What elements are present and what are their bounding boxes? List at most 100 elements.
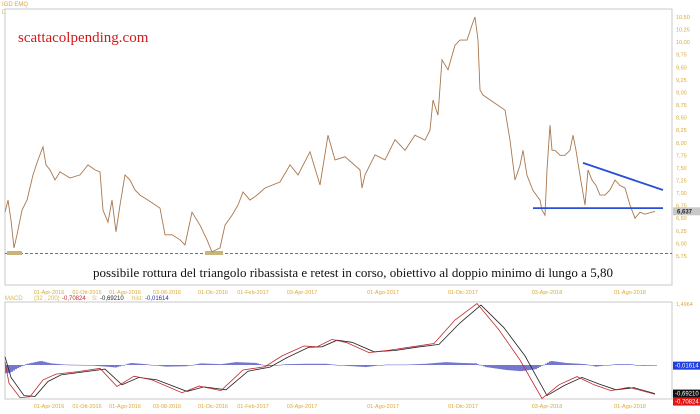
histogram-bar [451,362,453,365]
histogram-bar [473,363,475,365]
histogram-bar [83,364,85,366]
histogram-bar [173,365,175,367]
histogram-bar [467,363,469,365]
histogram-bar [143,364,145,365]
histogram-bar [357,365,359,367]
y-tick-label: 7,00 [676,191,687,197]
annotation-text: possibile rottura del triangolo ribassis… [93,265,613,280]
histogram-bar [355,365,357,367]
histogram-bar [403,364,405,366]
histogram-bar [187,365,189,366]
y-tick-label: 6,25 [676,229,687,235]
histogram-bar [241,362,243,365]
x-tick-label: 03-Apr-2017 [287,404,318,410]
x-tick-label: 01-Ago-2018 [614,290,646,296]
histogram-bar [431,363,433,365]
histogram-bar [343,365,345,366]
low-marker [7,251,22,255]
histogram-bar [151,364,153,366]
macd-value-box [673,361,700,370]
histogram-bar [533,365,535,370]
histogram-bar [163,365,165,367]
histogram-bar [39,361,41,365]
x-tick-label: 01-Dic-2017 [448,290,478,296]
histogram-bar [543,364,545,366]
y-tick-label: 8,50 [676,116,687,122]
price-line [4,16,656,253]
histogram-bar [581,363,583,365]
histogram-bar [607,365,609,366]
histogram-bar [583,364,585,365]
histogram-bar [203,363,205,365]
x-tick-label: 03-08-2016 [153,290,181,296]
histogram-bar [135,363,137,365]
y-tick-label: 9,25 [676,78,687,84]
histogram-bar [629,364,631,365]
histogram-bar [489,365,491,368]
histogram-bar [77,364,79,366]
histogram-bar [309,363,311,365]
histogram-bar [601,365,603,366]
histogram-bar [31,362,33,365]
histogram-bar [573,363,575,365]
histogram-bar [613,364,615,366]
histogram-bar [159,365,161,366]
histogram-bar [301,363,303,365]
y-tick-label: 9,00 [676,90,687,96]
histogram-bar [17,365,19,369]
histogram-bar [621,364,623,365]
histogram-bar [263,365,265,366]
histogram-bar [165,365,167,367]
histogram-bar [503,365,505,370]
histogram-bar [43,361,45,365]
histogram-bar [623,364,625,365]
macd-panel [4,301,673,400]
x-tick-label: 03-Apr-2018 [532,290,563,296]
histogram-bar [33,362,35,365]
histogram-bar [407,364,409,366]
histogram-bar [625,364,627,365]
histogram-bar [89,365,91,366]
histogram-bar [291,364,293,365]
histogram-bar [589,365,591,366]
histogram-bar [555,361,557,365]
histogram-bar [479,364,481,366]
x-tick-label: 01-Ago-2018 [614,404,646,410]
histogram-bar [365,365,367,368]
signal-value: -0,69210 [100,296,124,302]
histogram-bar [303,363,305,365]
histogram-bar [213,363,215,365]
histogram-bar [69,364,71,366]
histogram-bar [575,363,577,365]
histogram-bar [615,364,617,365]
histogram-bar [611,364,613,366]
histogram-bar [113,365,115,368]
histogram-bar [155,365,157,366]
histogram-bar [385,364,387,366]
x-tick-label: 01-Apr-2016 [34,290,65,296]
histogram-bar [515,365,517,371]
histogram-bar [421,363,423,365]
histogram-bar [73,364,75,366]
histogram-bar [501,365,503,370]
histogram-bar [445,362,447,365]
x-tick-label: 01-Ago-2016 [109,290,141,296]
histogram-bar [655,365,657,366]
histogram-bar [261,364,263,366]
histogram-bar [643,365,645,366]
histogram-bar [323,363,325,365]
histogram-bar [335,364,337,366]
histogram-bar [631,364,633,365]
histogram-bar [219,364,221,365]
x-tick-label: 01-Ago-2016 [109,404,141,410]
histogram-bar [517,365,519,371]
histogram-bar [193,364,195,366]
histogram-bar [345,365,347,366]
histogram-bar [567,363,569,365]
histogram-bar [71,364,73,366]
histogram-bar [311,363,313,365]
histogram-bar [267,365,269,367]
histogram-bar [651,365,653,366]
histogram-bar [347,365,349,366]
histogram-bar [379,365,381,366]
